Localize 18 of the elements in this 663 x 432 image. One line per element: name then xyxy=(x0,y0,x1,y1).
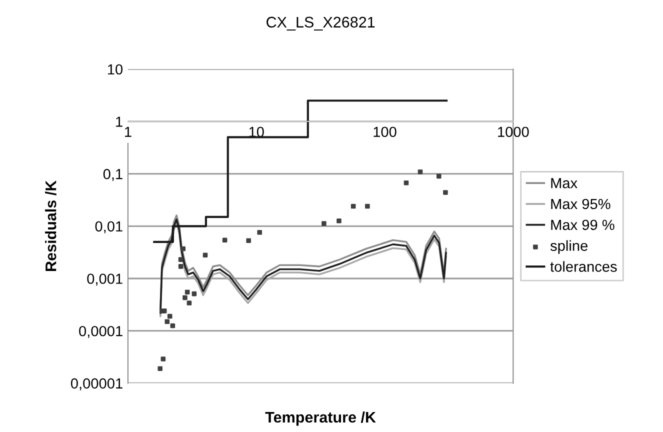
x-tick-label: 100 xyxy=(374,126,396,138)
y-tick-label: 10 xyxy=(108,64,123,75)
legend-label: tolerances xyxy=(550,261,617,272)
legend-label: Max xyxy=(551,178,578,188)
y-tick-label: 0,0001 xyxy=(79,326,122,338)
y-tick-label: 0,001 xyxy=(87,274,122,286)
legend-label: spline xyxy=(550,240,588,254)
y-tick-label: 0,01 xyxy=(95,221,122,234)
x-tick-label: 1000 xyxy=(498,126,529,138)
y-tick-label: 0,1 xyxy=(103,168,122,181)
legend-label: Max 95% xyxy=(551,198,610,210)
y-tick-label: 1 xyxy=(116,116,122,127)
legend-label: Max 99 % xyxy=(551,220,614,230)
chart-title: CX_LS_X26821 xyxy=(266,16,375,30)
y-tick-label: 0,00001 xyxy=(70,378,122,390)
y-axis-title: Residuals /K xyxy=(45,180,56,271)
x-axis-title: Temperature /K xyxy=(265,411,376,426)
x-tick-label: 1 xyxy=(125,126,132,137)
